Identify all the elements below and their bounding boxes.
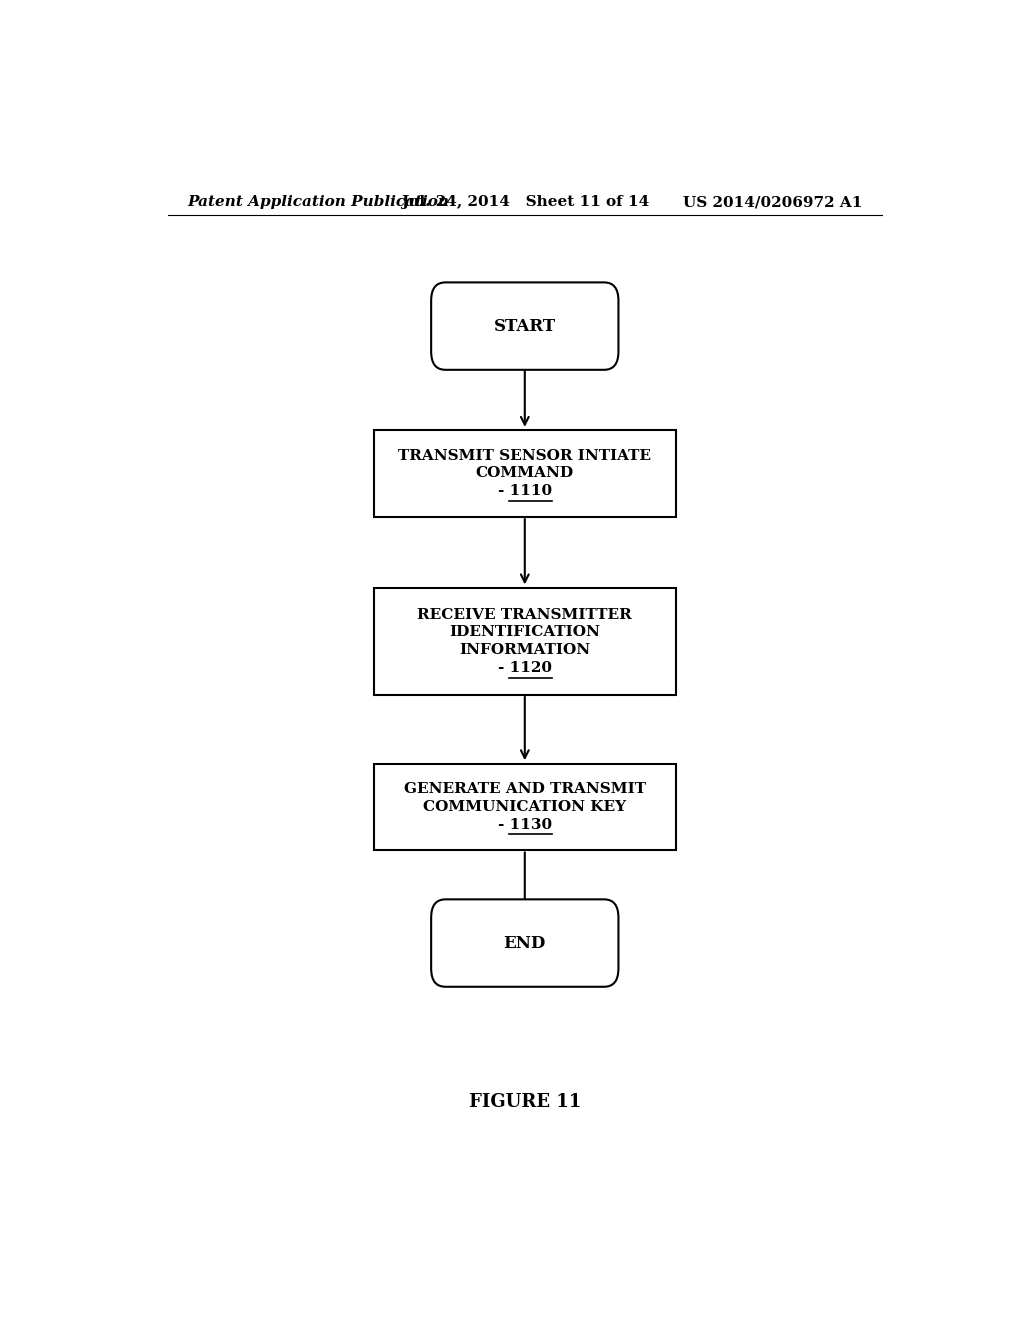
Text: INFORMATION: INFORMATION — [459, 643, 591, 657]
Text: - 1110: - 1110 — [498, 484, 552, 498]
Text: FIGURE 11: FIGURE 11 — [469, 1093, 581, 1110]
Text: Patent Application Publication: Patent Application Publication — [187, 195, 450, 209]
Text: TRANSMIT SENSOR INTIATE: TRANSMIT SENSOR INTIATE — [398, 449, 651, 463]
Text: - 1130: - 1130 — [498, 817, 552, 832]
Text: RECEIVE TRANSMITTER: RECEIVE TRANSMITTER — [418, 607, 632, 622]
FancyBboxPatch shape — [431, 282, 618, 370]
FancyBboxPatch shape — [374, 764, 676, 850]
Text: START: START — [494, 318, 556, 334]
FancyBboxPatch shape — [374, 430, 676, 516]
Text: IDENTIFICATION: IDENTIFICATION — [450, 626, 600, 639]
Text: Jul. 24, 2014   Sheet 11 of 14: Jul. 24, 2014 Sheet 11 of 14 — [400, 195, 649, 209]
Text: - 1120: - 1120 — [498, 661, 552, 675]
Text: US 2014/0206972 A1: US 2014/0206972 A1 — [683, 195, 862, 209]
Text: END: END — [504, 935, 546, 952]
Text: GENERATE AND TRANSMIT: GENERATE AND TRANSMIT — [403, 781, 646, 796]
Text: COMMAND: COMMAND — [476, 466, 573, 480]
FancyBboxPatch shape — [374, 587, 676, 694]
FancyBboxPatch shape — [431, 899, 618, 987]
Text: COMMUNICATION KEY: COMMUNICATION KEY — [423, 800, 627, 814]
